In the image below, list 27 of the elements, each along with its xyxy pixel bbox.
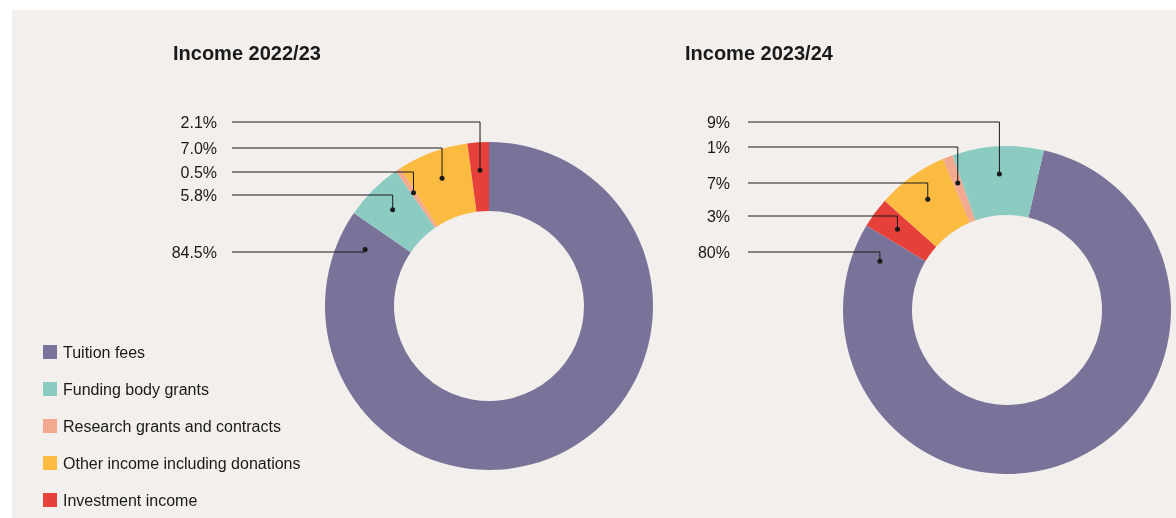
donut-slice [884, 159, 970, 247]
data-label: 7% [706, 174, 730, 192]
data-label: 0.5% [180, 163, 217, 181]
donut-slice [395, 168, 438, 228]
data-label: 9% [706, 113, 730, 131]
legend-label: Other income including donations [63, 454, 301, 472]
data-label: 5.8% [180, 186, 217, 204]
data-label: 80% [697, 243, 730, 261]
data-label: 1% [706, 138, 730, 156]
donut-slice [353, 171, 436, 253]
legend-label: Research grants and contracts [63, 417, 281, 435]
data-label: 2.1% [180, 113, 217, 131]
data-label: 7.0% [180, 139, 217, 157]
chart-title: Income 2023/24 [685, 42, 834, 64]
donut-slice [325, 142, 653, 470]
donut-slice [866, 200, 937, 262]
legend-label: Investment income [63, 491, 198, 509]
data-label: 84.5% [171, 243, 217, 261]
donut-slice [942, 155, 976, 223]
donut-slice [400, 143, 477, 227]
donut-slice [467, 142, 489, 212]
donut-slice [952, 146, 1044, 221]
donut-slice [843, 150, 1171, 474]
legend-label: Tuition fees [63, 343, 146, 361]
data-label: 3% [706, 207, 730, 225]
chart-title: Income 2022/23 [173, 42, 321, 64]
legend-label: Funding body grants [63, 380, 209, 398]
